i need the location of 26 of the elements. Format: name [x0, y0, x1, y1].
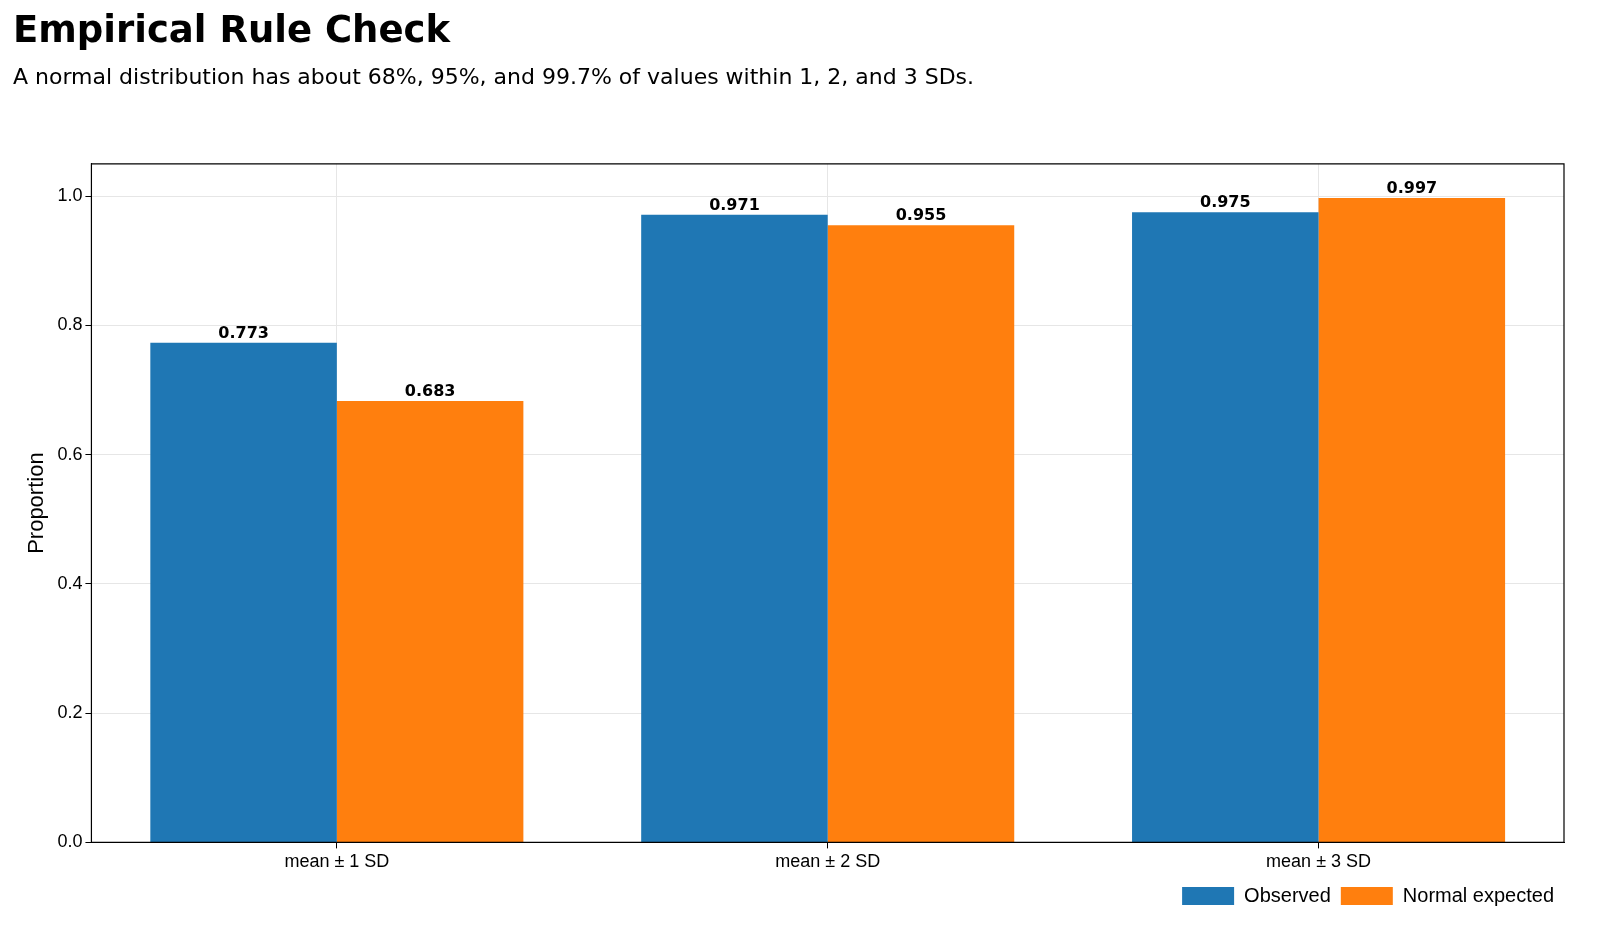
- x-tick-label: mean ± 2 SD: [775, 851, 881, 872]
- y-tick-label: 0.8: [57, 314, 83, 335]
- legend-label: Observed: [1244, 883, 1331, 906]
- data-label: 0.997: [1386, 178, 1438, 198]
- y-axis-title: Proportion: [23, 452, 49, 554]
- bar: [1132, 212, 1319, 842]
- data-label: 0.971: [709, 195, 760, 215]
- data-label: 0.975: [1200, 192, 1251, 212]
- y-tick-label: 1.0: [57, 185, 83, 206]
- bar: [641, 214, 828, 842]
- chart-title: Empirical Rule Check: [13, 8, 451, 51]
- bar: [150, 342, 337, 842]
- bar: [336, 400, 524, 842]
- y-tick-label: 0.2: [57, 702, 83, 723]
- data-label: 0.773: [218, 322, 269, 342]
- y-tick-label: 0.6: [57, 443, 83, 464]
- x-tick-label: mean ± 3 SD: [1266, 851, 1372, 872]
- x-tick-label: mean ± 1 SD: [284, 851, 390, 872]
- data-label: 0.683: [404, 381, 456, 401]
- y-tick-label: 0.4: [57, 572, 83, 593]
- legend-label: Normal expected: [1402, 883, 1555, 906]
- data-label: 0.955: [895, 205, 947, 225]
- y-tick-label: 0.0: [57, 831, 83, 852]
- chart-subtitle: A normal distribution has about 68%, 95%, and 99.7% of values within 1, 2, and 3 SDs.: [13, 64, 975, 89]
- bar: [827, 225, 1015, 842]
- bar: [1318, 198, 1506, 842]
